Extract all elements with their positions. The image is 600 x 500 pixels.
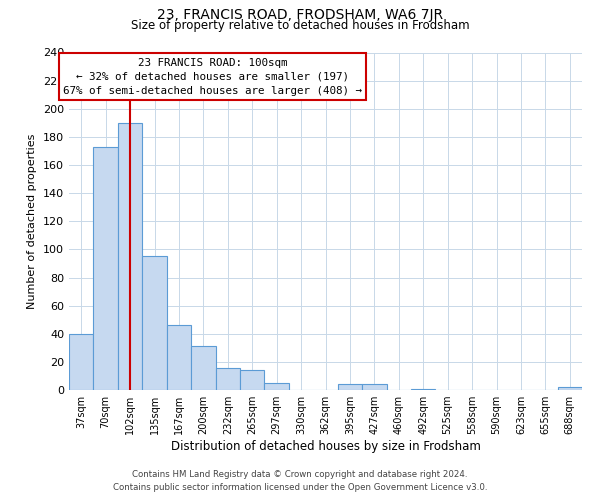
Text: 23, FRANCIS ROAD, FRODSHAM, WA6 7JR: 23, FRANCIS ROAD, FRODSHAM, WA6 7JR <box>157 8 443 22</box>
Bar <box>167 326 191 390</box>
Text: Size of property relative to detached houses in Frodsham: Size of property relative to detached ho… <box>131 18 469 32</box>
Y-axis label: Number of detached properties: Number of detached properties <box>28 134 37 309</box>
Bar <box>69 334 94 390</box>
Text: Contains HM Land Registry data © Crown copyright and database right 2024.
Contai: Contains HM Land Registry data © Crown c… <box>113 470 487 492</box>
Bar <box>191 346 215 390</box>
Bar <box>557 387 582 390</box>
Bar <box>240 370 265 390</box>
Bar <box>362 384 386 390</box>
Bar <box>215 368 240 390</box>
Bar <box>142 256 167 390</box>
X-axis label: Distribution of detached houses by size in Frodsham: Distribution of detached houses by size … <box>170 440 481 453</box>
Bar <box>265 383 289 390</box>
Bar <box>118 123 142 390</box>
Text: 23 FRANCIS ROAD: 100sqm
← 32% of detached houses are smaller (197)
67% of semi-d: 23 FRANCIS ROAD: 100sqm ← 32% of detache… <box>63 58 362 96</box>
Bar <box>94 146 118 390</box>
Bar <box>338 384 362 390</box>
Bar <box>411 388 436 390</box>
